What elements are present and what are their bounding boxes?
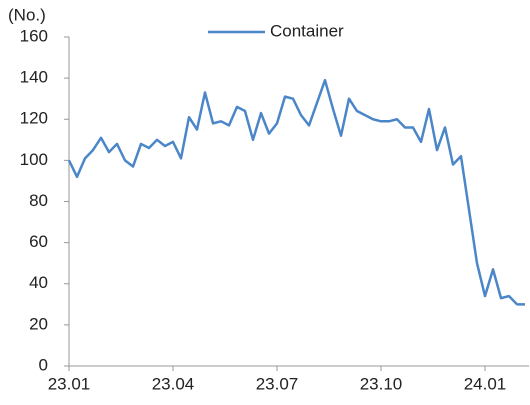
x-tick-label: 23.04	[152, 374, 195, 393]
y-tick-label: 20	[29, 314, 48, 333]
y-tick-label: 40	[29, 273, 48, 292]
data-line	[67, 78, 525, 306]
y-unit-label: (No.)	[8, 5, 46, 24]
y-tick-label: 120	[20, 109, 48, 128]
x-tick-label: 23.10	[360, 374, 403, 393]
y-tick-label: 140	[20, 68, 48, 87]
y-tick-label: 160	[20, 26, 48, 45]
x-tick-label: 23.01	[48, 374, 91, 393]
y-tick-label: 60	[29, 232, 48, 251]
x-tick-label: 24.01	[464, 374, 507, 393]
y-tick-label: 100	[20, 150, 48, 169]
x-tick-label: 23.07	[256, 374, 299, 393]
y-tick-label: 80	[29, 191, 48, 210]
legend-label: Container	[270, 21, 344, 40]
y-tick-label: 0	[39, 355, 48, 374]
